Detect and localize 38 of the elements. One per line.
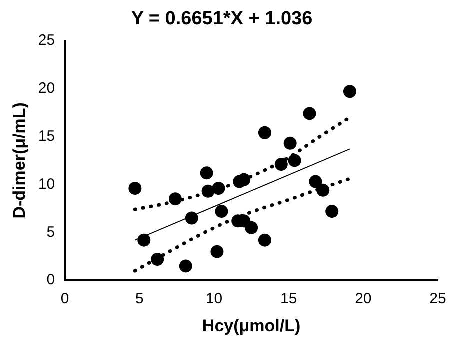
point — [274, 158, 288, 172]
y-tick-label: 15 — [38, 128, 56, 145]
x-tick-label: 5 — [135, 290, 144, 308]
point — [303, 107, 316, 120]
point — [185, 212, 198, 225]
y-tick-label: 0 — [46, 272, 56, 289]
point — [258, 234, 272, 247]
x-tick-label: 0 — [60, 290, 70, 308]
point — [288, 154, 302, 168]
point — [245, 221, 258, 234]
point — [200, 166, 214, 180]
y-tick-label: 25 — [38, 32, 56, 49]
point — [284, 136, 297, 150]
point — [151, 253, 164, 266]
point — [179, 260, 192, 273]
point — [215, 205, 228, 218]
y-tick-label: 10 — [38, 176, 56, 193]
point — [138, 234, 151, 247]
point — [210, 245, 224, 258]
point — [202, 184, 215, 198]
x-tick-label: 20 — [355, 290, 372, 308]
y-tick-label: 20 — [38, 80, 56, 97]
x-tick-label: 15 — [280, 290, 298, 308]
point — [326, 205, 339, 218]
point — [316, 184, 330, 197]
point — [212, 182, 226, 196]
x-tick-label: 25 — [430, 290, 446, 308]
x-tick-label: 10 — [206, 290, 223, 308]
point — [128, 182, 142, 196]
point — [238, 173, 251, 186]
y-tick-label: 5 — [46, 224, 56, 241]
y-axis-title: D-dimer(μ/mL) — [10, 102, 29, 219]
chart-title: Y = 0.6651*X + 1.036 — [131, 8, 313, 30]
point — [168, 192, 182, 206]
point — [258, 126, 272, 140]
point — [343, 85, 356, 98]
x-axis-title: Hcy(μmol/L) — [202, 316, 301, 336]
point — [309, 175, 322, 188]
